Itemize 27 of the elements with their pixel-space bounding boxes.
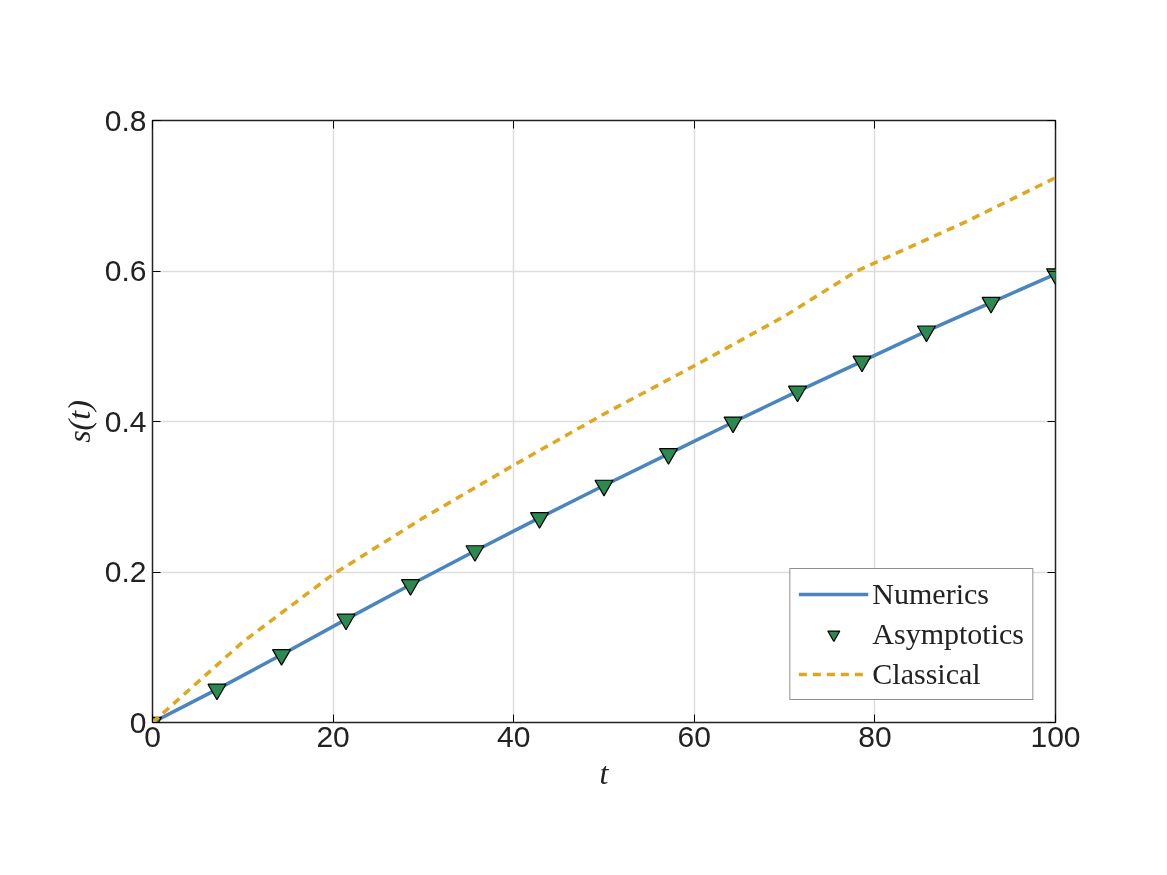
point <box>271 648 292 666</box>
x-axis-title: t <box>599 754 610 791</box>
point <box>400 579 421 596</box>
y-tick-label: 0.2 <box>104 555 147 588</box>
point <box>981 296 1001 314</box>
point <box>787 385 808 403</box>
point <box>207 683 227 701</box>
x-tick-label: 80 <box>858 719 892 753</box>
point <box>852 355 872 373</box>
legend-label: Asymptotics <box>872 617 1024 651</box>
point <box>529 512 550 529</box>
point <box>658 448 679 465</box>
x-tick-label: 60 <box>677 719 711 753</box>
y-axis-title: s(t) <box>60 400 97 443</box>
point <box>916 325 937 343</box>
y-tick-label: 0.4 <box>104 404 147 438</box>
legend-label: Numerics <box>872 577 989 611</box>
point <box>723 416 743 434</box>
point <box>594 479 614 497</box>
point <box>465 545 485 562</box>
legend-label: Classical <box>872 657 981 691</box>
x-tick-label: 40 <box>497 719 531 753</box>
x-tick-label: 20 <box>316 719 350 753</box>
x-tick-label: 100 <box>1030 719 1081 753</box>
point <box>336 613 356 631</box>
y-tick-label: 0.8 <box>104 103 147 137</box>
y-tick-label: 0.6 <box>104 254 147 287</box>
